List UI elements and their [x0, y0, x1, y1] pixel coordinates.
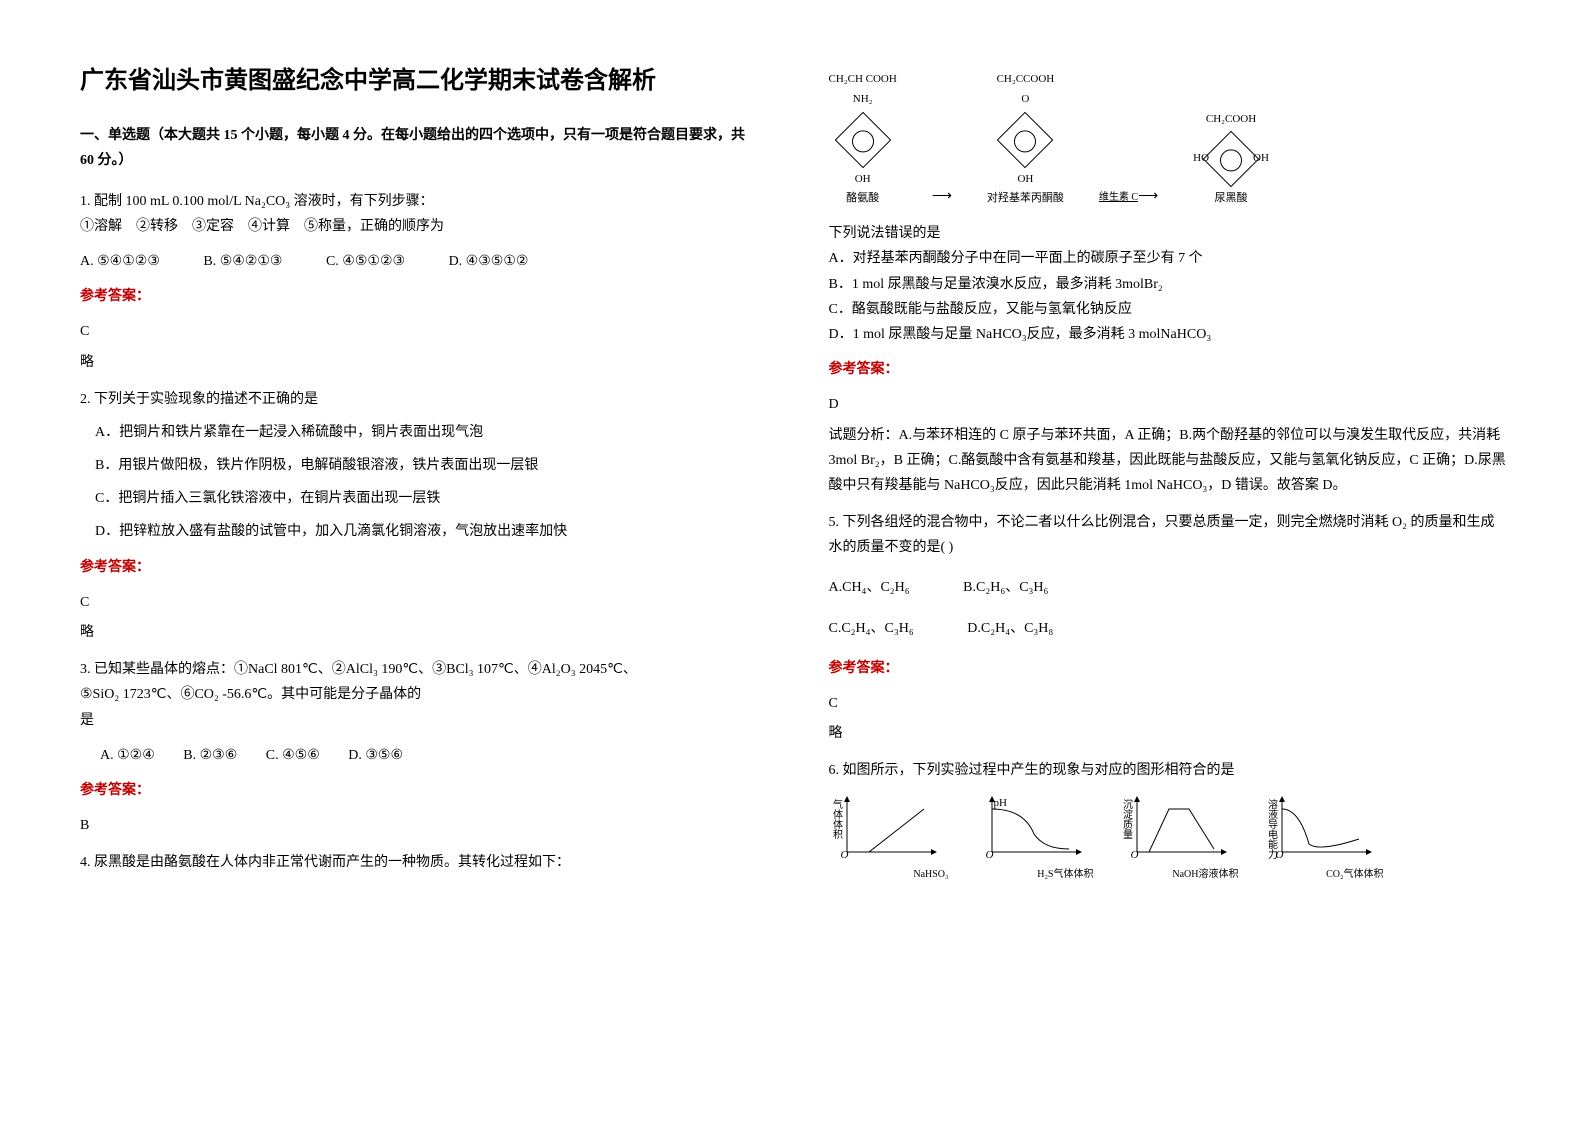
q5-stem: 5. 下列各组烃的混合物中，不论二者以什么比例混合，只要总质量一定，则完全燃烧时… — [829, 510, 1508, 560]
graph-2: pH O H₂S气体体积 — [974, 794, 1104, 884]
g3-xlabel: NaOH溶液体积 — [1172, 866, 1238, 884]
q1-steps: ①溶解 ②转移 ③定容 ④计算 ⑤称量，正确的顺序为 — [80, 214, 759, 239]
chem-struct-1: CH₂CH COOH NH₂ OH 酪氨酸 — [829, 70, 897, 209]
q1-answer: C — [80, 319, 759, 344]
g1-xlabel: NaHSO₃ — [913, 866, 948, 884]
q5-note: 略 — [829, 721, 1508, 746]
graph-origin: O — [1131, 846, 1139, 866]
q3-options: A. ①②④ B. ②③⑥ C. ④⑤⑥ D. ③⑤⑥ — [100, 743, 759, 768]
q2-opt-a: A．把铜片和铁片紧靠在一起浸入稀硫酸中，铜片表面出现气泡 — [95, 420, 759, 445]
question-4-stem: 4. 尿黑酸是由酪氨酸在人体内非正常代谢而产生的一种物质。其转化过程如下： — [80, 850, 759, 875]
q3-answer-label: 参考答案： — [80, 778, 759, 803]
question-5: 5. 下列各组烃的混合物中，不论二者以什么比例混合，只要总质量一定，则完全燃烧时… — [829, 510, 1508, 746]
q5-row1: A.CH₄、C₂H₆ B.C₂H₆、C₃H₆ — [829, 575, 1508, 600]
q1-options: A. ⑤④①②③ B. ⑤④②①③ C. ④⑤①②③ D. ④③⑤①② — [80, 249, 759, 274]
question-1: 1. 配制 100 mL 0.100 mol/L Na₂CO₃ 溶液时，有下列步… — [80, 189, 759, 375]
benzene-ring-icon — [1203, 131, 1260, 188]
q2-opt-b: B．用银片做阳极，铁片作阴极，电解硝酸银溶液，铁片表面出现一层银 — [95, 453, 759, 478]
section-header: 一、单选题（本大题共 15 个小题，每小题 4 分。在每小题给出的四个选项中，只… — [80, 123, 759, 173]
chem3-name: 尿黑酸 — [1193, 189, 1269, 209]
arrow-icon: 维生素 C⟶ — [1099, 184, 1158, 209]
page-title: 广东省汕头市黄图盛纪念中学高二化学期末试卷含解析 — [80, 60, 759, 103]
q5-opt-c: C.C₂H₄、C₃H₆ — [829, 621, 914, 636]
chem-struct-2: CH₂CCOOH O OH 对羟基苯丙酮酸 — [987, 70, 1064, 209]
chem2-top: CH₂CCOOH — [987, 70, 1064, 90]
question-6: 6. 如图所示，下列实验过程中产生的现象与对应的图形相符合的是 气体体积 O N… — [829, 758, 1508, 883]
q1-note: 略 — [80, 350, 759, 375]
g1-ylabel: 气体体积 — [827, 799, 845, 839]
q5-opt-a: A.CH₄、C₂H₆ — [829, 580, 910, 595]
g2-ylabel: pH — [994, 794, 1007, 814]
q3-opt-b: B. ②③⑥ — [183, 743, 237, 768]
g3-ylabel: 沉淀质量 — [1117, 799, 1135, 839]
q3-opt-c: C. ④⑤⑥ — [266, 743, 320, 768]
g4-xlabel: CO₂气体体积 — [1326, 866, 1383, 884]
chem3-top: CH₂COOH — [1193, 110, 1269, 130]
chem2-mid: O — [987, 90, 1064, 110]
graph-1: 气体体积 O NaHSO₃ — [829, 794, 959, 884]
q4-answer: D — [829, 392, 1508, 417]
q4-answer-label: 参考答案： — [829, 357, 1508, 382]
q2-answer: C — [80, 590, 759, 615]
q2-note: 略 — [80, 620, 759, 645]
q4-opt-b: B．1 mol 尿黑酸与足量浓溴水反应，最多消耗 3molBr₂ — [829, 272, 1508, 297]
graph-3: 沉淀质量 O NaOH溶液体积 — [1119, 794, 1249, 884]
q4-analysis: 试题分析：A.与苯环相连的 C 原子与苯环共面，A 正确；B.两个酚羟基的邻位可… — [829, 423, 1508, 499]
chem1-mid: NH₂ — [829, 90, 897, 110]
q2-stem: 2. 下列关于实验现象的描述不正确的是 — [80, 387, 759, 412]
q5-row2: C.C₂H₄、C₃H₆ D.C₂H₄、C₃H₈ — [829, 616, 1508, 641]
q1-opt-a: A. ⑤④①②③ — [80, 249, 160, 274]
q1-opt-c: C. ④⑤①②③ — [326, 249, 405, 274]
q5-answer: C — [829, 691, 1508, 716]
q4-opt-d: D．1 mol 尿黑酸与足量 NaHCO₃反应，最多消耗 3 molNaHCO₃ — [829, 322, 1508, 347]
chem2-name: 对羟基苯丙酮酸 — [987, 189, 1064, 209]
arrow-icon: ⟶ — [932, 184, 952, 209]
q4-substem: 下列说法错误的是 — [829, 221, 1508, 246]
q6-stem: 6. 如图所示，下列实验过程中产生的现象与对应的图形相符合的是 — [829, 758, 1508, 783]
q5-answer-label: 参考答案： — [829, 656, 1508, 681]
q4-opt-a: A．对羟基苯丙酮酸分子中在同一平面上的碳原子至少有 7 个 — [829, 246, 1508, 271]
q3-answer: B — [80, 813, 759, 838]
graph-origin: O — [1276, 846, 1284, 866]
q3-opt-d: D. ③⑤⑥ — [348, 743, 403, 768]
chem2-bot: OH — [987, 170, 1064, 190]
g2-xlabel: H₂S气体体积 — [1037, 866, 1093, 884]
graph-4: 溶液导电能力 O CO₂气体体积 — [1264, 794, 1394, 884]
q4-opt-c: C．酪氨酸既能与盐酸反应，又能与氢氧化钠反应 — [829, 297, 1508, 322]
question-3: 3. 已知某些晶体的熔点：①NaCl 801℃、②AlCl₃ 190℃、③BCl… — [80, 657, 759, 838]
chem1-name: 酪氨酸 — [829, 189, 897, 209]
benzene-ring-icon — [834, 111, 891, 168]
graph-origin: O — [986, 846, 994, 866]
q1-answer-label: 参考答案： — [80, 284, 759, 309]
q1-opt-d: D. ④③⑤①② — [449, 249, 529, 274]
chem1-top: CH₂CH COOH — [829, 70, 897, 90]
question-2: 2. 下列关于实验现象的描述不正确的是 A．把铜片和铁片紧靠在一起浸入稀硫酸中，… — [80, 387, 759, 646]
q1-stem: 1. 配制 100 mL 0.100 mol/L Na₂CO₃ 溶液时，有下列步… — [80, 189, 759, 214]
q3-stem: 3. 已知某些晶体的熔点：①NaCl 801℃、②AlCl₃ 190℃、③BCl… — [80, 657, 759, 682]
q5-opt-d: D.C₂H₄、C₃H₈ — [967, 621, 1053, 636]
q5-opt-b: B.C₂H₆、C₃H₆ — [963, 580, 1048, 595]
q2-opt-d: D．把锌粒放入盛有盐酸的试管中，加入几滴氯化铜溶液，气泡放出速率加快 — [95, 519, 759, 544]
q3-stem3: 是 — [80, 708, 759, 733]
chem-struct-3: CH₂COOH HO OH 尿黑酸 — [1193, 110, 1269, 210]
chem-diagram: CH₂CH COOH NH₂ OH 酪氨酸 ⟶ CH₂CCOOH O OH 对羟… — [829, 70, 1508, 209]
q2-answer-label: 参考答案： — [80, 555, 759, 580]
q2-opt-c: C．把铜片插入三氯化铁溶液中，在铜片表面出现一层铁 — [95, 486, 759, 511]
question-4-body: 下列说法错误的是 A．对羟基苯丙酮酸分子中在同一平面上的碳原子至少有 7 个 B… — [829, 221, 1508, 498]
q3-stem2: ⑤SiO₂ 1723℃、⑥CO₂ -56.6℃。其中可能是分子晶体的 — [80, 682, 759, 707]
q6-graphs: 气体体积 O NaHSO₃ pH O H₂S气体体积 沉淀质量 O NaOH溶液… — [829, 794, 1508, 884]
graph-origin: O — [841, 846, 849, 866]
benzene-ring-icon — [997, 111, 1054, 168]
q3-opt-a: A. ①②④ — [100, 743, 155, 768]
chem1-bot: OH — [829, 170, 897, 190]
q1-opt-b: B. ⑤④②①③ — [203, 249, 282, 274]
